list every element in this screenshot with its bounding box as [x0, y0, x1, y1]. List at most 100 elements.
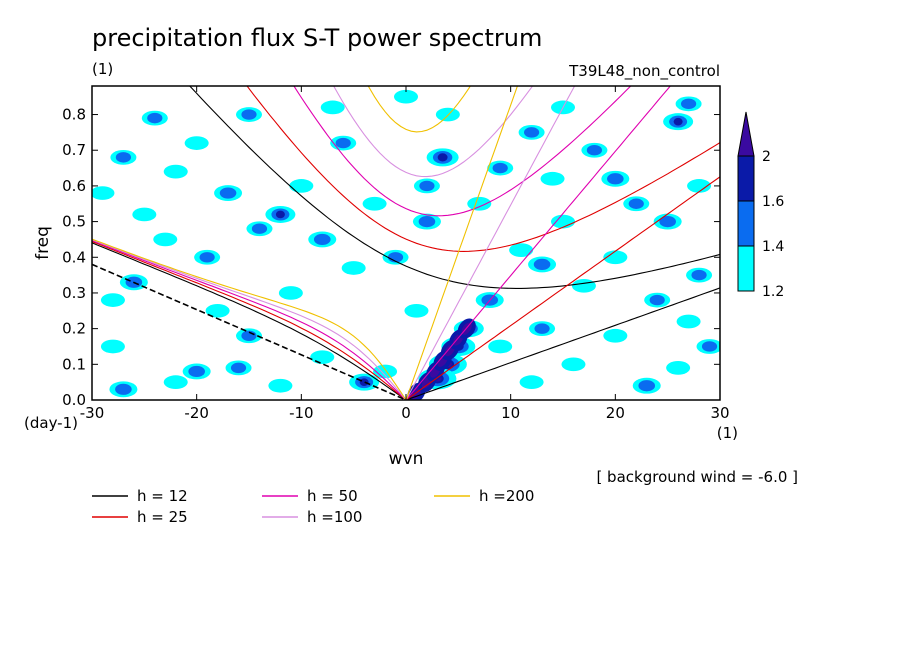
power-blob-inner [359, 378, 369, 386]
dispersion-curves [92, 86, 720, 400]
colorbar-segment [737, 245, 755, 292]
dispersion-curve-h100 [92, 239, 407, 400]
power-blob-outer [603, 328, 628, 343]
background-wind-line [92, 263, 407, 400]
dispersion-curve-h100 [405, 86, 576, 400]
legend-label: h = 12 [137, 487, 188, 505]
power-blob-outer [687, 179, 712, 193]
chart-subtitle-right: T39L48_non_control [568, 62, 720, 81]
dispersion-curve-h12 [188, 86, 720, 289]
dispersion-curve-h50 [405, 86, 672, 400]
dispersion-curve-h25 [246, 86, 720, 252]
dispersion-curve-h25 [405, 176, 720, 400]
power-blob-outer [132, 207, 157, 222]
power-blob-mid [492, 162, 508, 174]
power-blob-mid [659, 215, 676, 228]
power-blob-inner [673, 117, 683, 126]
power-blob-mid [147, 112, 163, 124]
power-blob-inner [437, 153, 448, 162]
dispersion-curve-h100 [333, 86, 534, 178]
power-blob-mid [313, 233, 331, 246]
x-tick-label: 30 [710, 404, 729, 422]
y-unit-label: (day-1) [24, 414, 78, 432]
power-blob-outer [551, 214, 575, 229]
dispersion-curve-h12 [92, 242, 407, 400]
power-blob-outer [540, 171, 565, 186]
power-blob-mid [524, 127, 540, 138]
power-blob-mid [691, 269, 707, 281]
colorbar-segment [737, 155, 755, 202]
y-tick-label: 0.2 [62, 320, 86, 338]
power-blob-outer [100, 293, 125, 307]
power-blob-outer [666, 361, 691, 375]
power-blob-mid [219, 187, 237, 199]
colorbar-label: 2 [762, 149, 771, 165]
power-blob-mid [188, 365, 205, 378]
power-blob-outer [153, 232, 178, 247]
y-ticks: 0.0 0.1 0.2 0.3 0.4 0.5 0.6 0.7 0.8 [62, 106, 720, 409]
dispersion-curve-h50 [92, 239, 407, 400]
y-tick-label: 0.3 [62, 284, 86, 302]
power-blob-outer [404, 303, 429, 318]
y-tick-label: 0.1 [62, 355, 86, 373]
power-blob-outer [603, 250, 628, 265]
power-blob-outer [488, 339, 513, 354]
y-tick-label: 0.5 [62, 213, 86, 231]
y-tick-label: 0.7 [62, 141, 86, 159]
dispersion-curve-h25 [92, 240, 407, 400]
power-blob-outer [163, 164, 188, 179]
colorbar: 1.2 1.4 1.6 2 [737, 111, 784, 300]
power-blob-mid [533, 258, 551, 271]
background-wind-note: [ background wind = -6.0 ] [596, 468, 798, 486]
y-tick-label: 0.0 [62, 391, 86, 409]
power-blob-outer [362, 196, 387, 211]
y-axis-label: freq [33, 226, 53, 260]
power-blob-outer [278, 286, 303, 300]
power-blob-outer [289, 179, 314, 193]
power-blob-outer [163, 375, 188, 390]
chart-subtitle-left: (1) [92, 60, 113, 78]
power-blob-mid [335, 137, 351, 149]
power-blob-inner [275, 210, 285, 219]
spectral-power-contours [92, 89, 720, 400]
power-blob-outer [509, 243, 534, 257]
plot-frame [91, 85, 721, 401]
power-blob-outer [676, 314, 701, 329]
power-blob-outer [561, 357, 586, 372]
power-blob-outer [341, 261, 366, 275]
x-tick-label: -20 [184, 404, 209, 422]
power-blob-mid [628, 198, 644, 209]
power-blob-outer [184, 136, 209, 150]
x-unit-label: (1) [717, 424, 738, 442]
x-tick-label: -30 [80, 404, 105, 422]
colorbar-cap [737, 111, 755, 157]
legend-label: h = 50 [307, 487, 358, 505]
y-tick-label: 0.8 [62, 106, 86, 124]
x-tick-label: 20 [606, 404, 625, 422]
dispersion-curve-h200 [367, 86, 471, 133]
dispersion-curve-h50 [293, 86, 632, 217]
y-tick-label: 0.6 [62, 177, 86, 195]
power-blob-mid [534, 323, 550, 334]
colorbar-label: 1.4 [762, 239, 784, 255]
power-blob-mid [418, 215, 436, 228]
x-tick-label: 0 [401, 404, 411, 422]
power-blob-outer [435, 107, 460, 122]
dispersion-curve-h200 [405, 86, 519, 400]
power-blob-outer [320, 100, 345, 115]
power-blob-mid [607, 173, 624, 185]
power-blob-outer [92, 186, 115, 200]
dispersion-curve-h200 [92, 238, 407, 400]
power-blob-outer [268, 378, 293, 393]
x-ticks: -30 -20 -10 0 10 20 30 [80, 86, 730, 422]
power-blob-mid [251, 223, 268, 234]
legend-label: h =100 [307, 508, 362, 526]
power-blob-mid [681, 98, 697, 110]
power-blob-mid [115, 383, 132, 395]
power-blob-mid [199, 252, 215, 263]
colorbar-segment [737, 200, 755, 247]
x-tick-label: 10 [501, 404, 520, 422]
legend-label: h = 25 [137, 508, 188, 526]
power-blob-outer [467, 196, 492, 211]
